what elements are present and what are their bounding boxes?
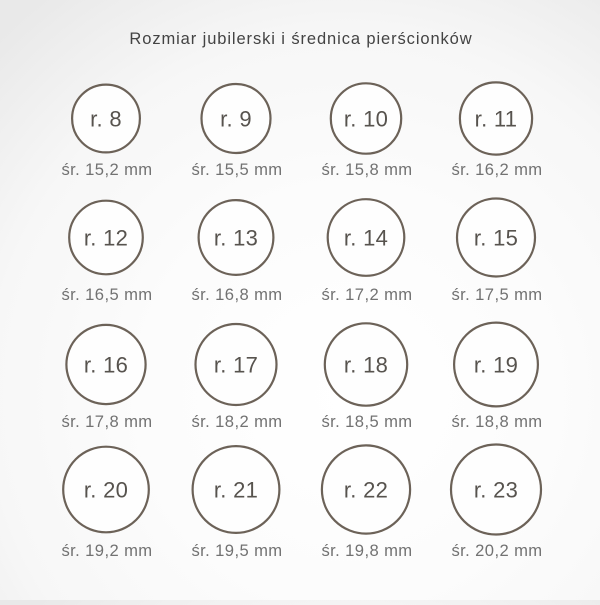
svg-text:śr. 17,5 mm: śr. 17,5 mm [451,285,542,304]
svg-text:śr. 17,2 mm: śr. 17,2 mm [321,285,412,304]
svg-text:r. 17: r. 17 [214,353,258,378]
svg-text:śr. 16,8 mm: śr. 16,8 mm [191,285,282,304]
svg-text:r. 10: r. 10 [344,107,388,132]
svg-text:śr. 17,8 mm: śr. 17,8 mm [61,412,152,431]
svg-text:śr. 16,5 mm: śr. 16,5 mm [61,285,152,304]
svg-text:r. 19: r. 19 [474,353,518,378]
svg-text:r. 21: r. 21 [214,478,258,503]
svg-text:r. 23: r. 23 [474,478,518,503]
svg-text:śr. 19,5 mm: śr. 19,5 mm [191,541,282,560]
svg-text:śr. 15,2 mm: śr. 15,2 mm [61,160,152,179]
svg-text:śr. 18,8 mm: śr. 18,8 mm [451,412,542,431]
svg-text:r. 14: r. 14 [344,226,388,251]
svg-text:r. 11: r. 11 [475,107,518,132]
svg-text:r. 8: r. 8 [90,107,122,132]
svg-text:r. 20: r. 20 [84,478,128,503]
svg-text:r. 12: r. 12 [84,226,128,251]
svg-text:śr. 15,5 mm: śr. 15,5 mm [191,160,282,179]
svg-text:r. 13: r. 13 [214,226,258,251]
svg-text:r. 9: r. 9 [220,107,252,132]
svg-text:śr. 18,5 mm: śr. 18,5 mm [321,412,412,431]
svg-text:r. 16: r. 16 [84,353,128,378]
svg-text:śr. 18,2 mm: śr. 18,2 mm [191,412,282,431]
svg-text:r. 22: r. 22 [344,478,388,503]
svg-text:śr. 15,8 mm: śr. 15,8 mm [321,160,412,179]
svg-text:śr. 19,8 mm: śr. 19,8 mm [321,541,412,560]
svg-text:r. 15: r. 15 [474,226,518,251]
svg-text:r. 18: r. 18 [344,353,388,378]
svg-text:Rozmiar jubilerski i średnica: Rozmiar jubilerski i średnica pierścionk… [129,30,472,48]
svg-text:śr. 16,2 mm: śr. 16,2 mm [451,160,542,179]
svg-text:śr. 19,2 mm: śr. 19,2 mm [61,541,152,560]
svg-text:śr. 20,2 mm: śr. 20,2 mm [451,541,542,560]
